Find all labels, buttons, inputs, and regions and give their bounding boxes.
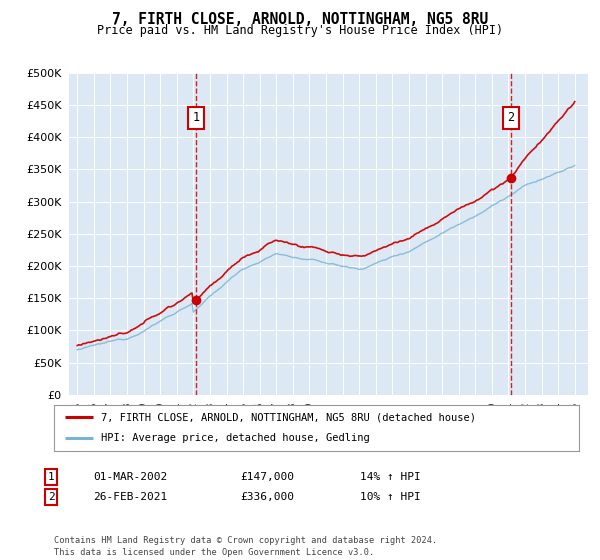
Text: 14% ↑ HPI: 14% ↑ HPI <box>360 472 421 482</box>
Text: HPI: Average price, detached house, Gedling: HPI: Average price, detached house, Gedl… <box>101 433 370 444</box>
Text: 7, FIRTH CLOSE, ARNOLD, NOTTINGHAM, NG5 8RU: 7, FIRTH CLOSE, ARNOLD, NOTTINGHAM, NG5 … <box>112 12 488 27</box>
Text: 26-FEB-2021: 26-FEB-2021 <box>93 492 167 502</box>
Text: 1: 1 <box>193 111 200 124</box>
Text: 2: 2 <box>508 111 514 124</box>
Text: 7, FIRTH CLOSE, ARNOLD, NOTTINGHAM, NG5 8RU (detached house): 7, FIRTH CLOSE, ARNOLD, NOTTINGHAM, NG5 … <box>101 412 476 422</box>
Text: £336,000: £336,000 <box>240 492 294 502</box>
Text: 10% ↑ HPI: 10% ↑ HPI <box>360 492 421 502</box>
Text: Price paid vs. HM Land Registry's House Price Index (HPI): Price paid vs. HM Land Registry's House … <box>97 24 503 37</box>
Text: 01-MAR-2002: 01-MAR-2002 <box>93 472 167 482</box>
Text: 2: 2 <box>47 492 55 502</box>
Text: Contains HM Land Registry data © Crown copyright and database right 2024.
This d: Contains HM Land Registry data © Crown c… <box>54 536 437 557</box>
Text: 1: 1 <box>47 472 55 482</box>
Text: £147,000: £147,000 <box>240 472 294 482</box>
